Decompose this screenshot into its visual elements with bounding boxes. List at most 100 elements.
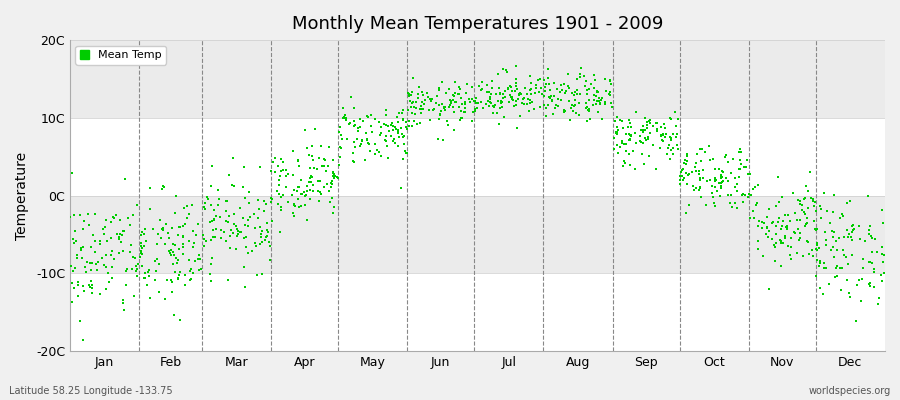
Point [640, 125, 654, 131]
Point [577, 73, 591, 80]
Point [779, 223, 794, 229]
Point [580, 90, 595, 97]
Point [797, 196, 812, 202]
Point [84, 267, 98, 273]
Point [472, 83, 486, 90]
Point [486, 110, 500, 116]
Point [365, 129, 380, 136]
Point [514, 91, 528, 97]
Point [541, 102, 555, 108]
Point [680, 151, 694, 157]
Point [291, 196, 305, 202]
Point [714, 173, 728, 179]
Point [392, 110, 406, 116]
Point [641, 134, 655, 140]
Point [391, 126, 405, 133]
Point [714, 184, 728, 191]
Point [523, 97, 537, 104]
Point [689, 185, 704, 192]
Point [830, 273, 844, 279]
Point [240, 222, 255, 229]
Point [793, 229, 807, 236]
Point [180, 215, 194, 221]
Point [158, 241, 173, 247]
Point [742, 171, 756, 178]
Point [515, 100, 529, 106]
Point [241, 250, 256, 256]
Point [306, 182, 320, 188]
Point [652, 145, 667, 152]
Point [74, 245, 88, 251]
Point [663, 134, 678, 140]
Point [714, 180, 728, 186]
Point [501, 99, 516, 105]
Point [586, 102, 600, 108]
Point [257, 237, 272, 243]
Point [615, 138, 629, 144]
Point [739, 164, 753, 171]
Point [439, 89, 454, 96]
Point [120, 266, 134, 272]
Point [113, 239, 128, 246]
Point [330, 174, 345, 181]
Point [591, 98, 606, 104]
Point [81, 211, 95, 217]
Point [76, 337, 90, 344]
Point [170, 275, 184, 281]
Point [742, 191, 757, 197]
Point [360, 114, 374, 120]
Point [97, 230, 112, 237]
Point [85, 282, 99, 288]
Point [163, 247, 177, 254]
Point [810, 240, 824, 246]
Point [176, 205, 191, 211]
Point [795, 201, 809, 208]
Point [800, 188, 814, 194]
Point [203, 183, 218, 189]
Point [368, 116, 382, 122]
Point [150, 231, 165, 238]
Point [856, 255, 870, 262]
Point [863, 233, 878, 239]
Point [256, 239, 270, 245]
Point [211, 187, 225, 194]
Point [841, 227, 855, 233]
Point [800, 215, 814, 222]
Point [302, 179, 316, 185]
Point [604, 81, 618, 87]
Point [493, 105, 508, 112]
Point [680, 158, 695, 164]
Point [608, 118, 622, 124]
Point [644, 120, 658, 127]
Point [732, 174, 746, 180]
Point [303, 179, 318, 185]
Point [313, 143, 328, 149]
Point [628, 130, 643, 136]
Point [602, 77, 616, 84]
Point [398, 148, 412, 154]
Point [556, 108, 571, 115]
Point [819, 242, 833, 248]
Point [274, 204, 288, 211]
Point [274, 168, 288, 175]
Point [112, 234, 126, 240]
Point [310, 188, 325, 194]
Point [863, 258, 878, 265]
Point [468, 106, 482, 112]
Point [379, 133, 393, 139]
Point [769, 203, 783, 210]
Point [735, 199, 750, 205]
Point [99, 252, 113, 259]
Point [448, 99, 463, 106]
Point [447, 93, 462, 100]
Point [72, 318, 86, 324]
Point [792, 237, 806, 243]
Point [402, 92, 417, 99]
Point [372, 148, 386, 155]
Point [107, 215, 122, 222]
Point [708, 184, 723, 190]
Point [837, 234, 851, 240]
Point [269, 188, 284, 194]
Point [253, 224, 267, 230]
Point [676, 176, 690, 183]
